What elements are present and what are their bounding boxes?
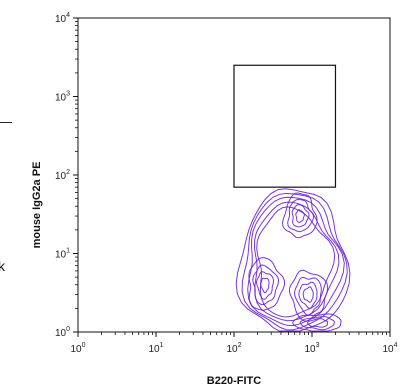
contour-line xyxy=(288,269,329,322)
x-tick-label: 101 xyxy=(148,342,163,355)
x-tick-label: 100 xyxy=(70,342,85,355)
y-tick-label: 103 xyxy=(55,91,70,104)
contour-line xyxy=(235,188,351,332)
contour-line xyxy=(247,196,345,327)
contour-line xyxy=(299,315,335,331)
x-axis-title: B220-FITC xyxy=(207,375,261,387)
y-tick-label: 102 xyxy=(55,169,70,182)
contour-line xyxy=(260,277,270,294)
y-tick-label: 104 xyxy=(55,12,70,25)
x-tick-label: 103 xyxy=(304,342,319,355)
contour-lines xyxy=(235,188,351,332)
contour-line xyxy=(292,313,342,332)
contour-line xyxy=(248,257,286,311)
contour-line xyxy=(302,286,314,303)
contour-line xyxy=(255,271,275,300)
y-tick-label: 100 xyxy=(55,326,70,339)
axis-ticks: 100 101 102 103 104 100 101 102 103 104 xyxy=(55,12,398,355)
contour-line xyxy=(294,276,322,316)
contour-line xyxy=(287,198,315,233)
gate-rectangle xyxy=(233,64,337,188)
contour-line xyxy=(295,209,305,223)
contour-line xyxy=(306,317,329,328)
contour-line xyxy=(241,192,348,331)
y-tick-label: 101 xyxy=(55,248,70,261)
contour-line xyxy=(298,281,318,309)
contour-line xyxy=(282,192,318,239)
left-edge-letter: k xyxy=(0,258,6,274)
contour-line xyxy=(291,204,310,228)
left-edge-dash: — xyxy=(0,113,12,129)
x-tick-label: 102 xyxy=(226,342,241,355)
x-tick-label: 104 xyxy=(382,342,397,355)
contour-line xyxy=(252,264,280,305)
y-axis-title: mouse IgG2a PE xyxy=(31,162,43,249)
